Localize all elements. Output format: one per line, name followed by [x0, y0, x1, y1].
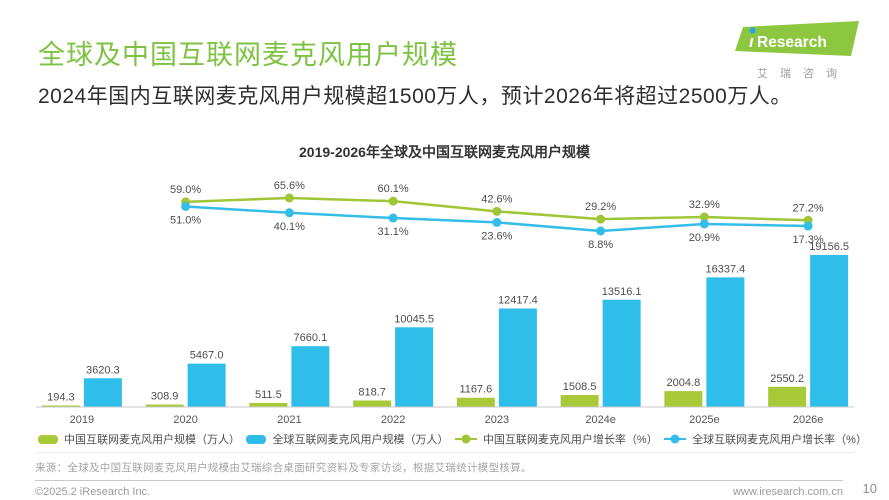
line-point [596, 226, 606, 236]
line-point [388, 213, 398, 223]
bar-2020 [145, 404, 184, 407]
bar-2023 [498, 308, 537, 407]
bar-2024e [602, 299, 641, 407]
bar-value-label: 2550.2 [770, 373, 804, 385]
line-point [596, 214, 606, 224]
legend-bar-swatch [246, 434, 267, 444]
line-point [181, 201, 191, 211]
legend-item: 全球互联网麦克风用户增长率（%） [664, 431, 867, 447]
line-point [699, 219, 709, 229]
growth-rate-label: 65.6% [274, 180, 305, 192]
growth-rate-label: 32.9% [689, 199, 720, 211]
chart-title: 2019-2026年全球及中国互联网麦克风用户规模 [299, 144, 590, 160]
bar-value-label: 12417.4 [498, 294, 538, 306]
bar-2021 [249, 402, 288, 407]
growth-rate-label: 60.1% [378, 183, 409, 195]
bar-value-label: 308.9 [151, 391, 179, 403]
page-subtitle: 2024年国内互联网麦克风用户规模超1500万人，预计2026年将超过2500万… [38, 85, 792, 108]
bar-2023 [456, 397, 495, 407]
bar-value-label: 818.7 [358, 387, 386, 399]
legend-label: 中国互联网麦克风用户规模（万人） [64, 434, 240, 446]
legend-item: 中国互联网麦克风用户增长率（%） [454, 431, 658, 447]
website-text: www.iresearch.com.cn [732, 486, 843, 498]
growth-rate-label: 29.2% [585, 201, 616, 213]
copyright-text: ©2025.2 iResearch Inc. [35, 486, 151, 498]
growth-rate-label: 8.8% [588, 239, 613, 251]
line-point [803, 221, 813, 231]
source-note: 来源：全球及中国互联网麦克风用户规模由艾瑞综合桌面研究资料及专家访谈，根据艾瑞统… [35, 452, 854, 475]
growth-rate-label: 51.0% [170, 214, 201, 226]
logo-banner-shape [735, 21, 859, 56]
bar-value-label: 19156.5 [809, 241, 849, 253]
footer-bar: ©2025.2 iResearch Inc. www.iresearch.com… [35, 480, 843, 498]
iresearch-logo: ı Research 艾瑞咨询 [733, 20, 861, 81]
line-point [284, 193, 294, 203]
bar-2020 [187, 363, 226, 407]
x-axis-tick-label: 2019 [70, 414, 94, 426]
bar-value-label: 511.5 [255, 389, 282, 401]
bar-2026e [768, 386, 807, 407]
legend-dot [461, 434, 471, 444]
x-axis-tick-label: 2024e [585, 414, 616, 426]
bar-value-label: 5467.0 [190, 350, 224, 362]
line-point [388, 196, 398, 206]
page-number: 10 [862, 481, 877, 496]
bar-2022 [395, 327, 434, 407]
legend-bar-swatch [38, 434, 58, 444]
bar-value-label: 7660.1 [294, 332, 328, 344]
logo-i-dot [749, 27, 756, 34]
legend-label: 全球互联网麦克风用户增长率（%） [692, 434, 867, 446]
line-point [284, 208, 294, 218]
growth-rate-label: 31.1% [378, 226, 409, 238]
bar-2019 [83, 378, 122, 407]
growth-rate-label: 42.6% [481, 193, 512, 205]
legend-item: 中国互联网麦克风用户规模（万人） [38, 431, 240, 447]
bar-value-label: 10045.5 [394, 313, 434, 325]
bar-2022 [353, 400, 392, 407]
bar-2026e [810, 255, 849, 407]
bar-value-label: 3620.3 [86, 364, 120, 376]
bar-value-label: 2004.8 [667, 377, 701, 389]
logo-caption: 艾瑞咨询 [757, 68, 849, 80]
bar-value-label: 13516.1 [602, 286, 642, 298]
legend-line-marker [454, 434, 477, 444]
growth-rate-label: 27.2% [793, 202, 824, 214]
logo-wordmark: Research [757, 34, 827, 51]
bar-2019 [41, 405, 80, 407]
bar-2021 [291, 346, 330, 407]
legend-label: 中国互联网麦克风用户增长率（%） [482, 434, 658, 446]
x-axis-tick-label: 2025e [689, 414, 720, 426]
iresearch-logo-mark: ı Research [735, 21, 859, 56]
chart-legend: 中国互联网麦克风用户规模（万人） 全球互联网麦克风用户规模（万人） 中国互联网麦克风… [38, 431, 867, 447]
growth-rate-label: 20.9% [689, 232, 720, 244]
x-axis-tick-label: 2023 [485, 414, 509, 426]
legend-item: 全球互联网麦克风用户规模（万人） [246, 431, 448, 447]
legend-label: 全球互联网麦克风用户规模（万人） [272, 434, 449, 446]
bar-value-label: 16337.4 [705, 263, 745, 275]
bar-value-label: 1508.5 [563, 381, 597, 393]
bar-value-label: 1167.6 [459, 384, 492, 396]
growth-rate-label: 17.3% [793, 234, 824, 246]
line-point [699, 212, 709, 222]
x-axis-tick-label: 2021 [277, 414, 301, 426]
line-point [492, 206, 502, 216]
bar-2025e [706, 277, 745, 407]
bar-2024e [560, 395, 599, 407]
bar-2025e [664, 391, 703, 407]
x-axis-tick-label: 2020 [173, 414, 197, 426]
growth-rate-label: 40.1% [274, 221, 305, 233]
legend-dot [670, 434, 680, 444]
legend-line-marker [664, 434, 687, 444]
combo-chart: 194.3 308.9 511.5 818.7 1167.6 1508.5 2004.8 25… [36, 180, 854, 426]
bar-value-label: 194.3 [47, 391, 75, 403]
line-point [492, 217, 502, 227]
logo-i-stem: ı [749, 32, 754, 51]
growth-rate-label: 23.6% [481, 230, 512, 242]
x-axis-tick-label: 2022 [381, 414, 405, 426]
x-axis-tick-label: 2026e [793, 414, 824, 426]
page-title: 全球及中国互联网麦克风用户规模 [38, 40, 458, 70]
growth-rate-label: 59.0% [170, 184, 201, 196]
